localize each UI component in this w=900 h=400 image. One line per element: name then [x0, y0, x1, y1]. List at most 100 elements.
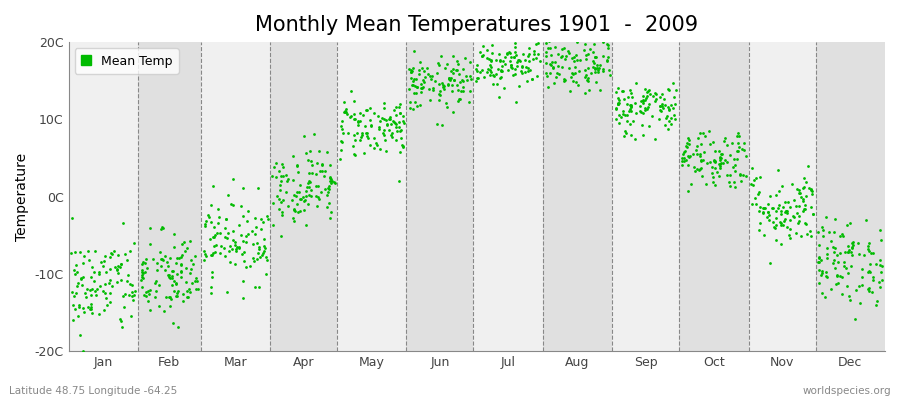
- Point: [611, 100, 625, 107]
- Point: [148, 288, 163, 294]
- Point: [389, 112, 403, 119]
- Point: [251, 250, 266, 256]
- Point: [690, 166, 705, 172]
- Point: [156, 256, 170, 263]
- Point: [105, 251, 120, 257]
- Text: Latitude 48.75 Longitude -64.25: Latitude 48.75 Longitude -64.25: [9, 386, 177, 396]
- Point: [782, 232, 796, 238]
- Point: [505, 64, 519, 71]
- Point: [431, 60, 446, 66]
- Point: [110, 266, 124, 272]
- Point: [311, 183, 326, 189]
- Point: [357, 150, 372, 156]
- Point: [406, 78, 420, 84]
- Point: [616, 133, 631, 139]
- Point: [586, 49, 600, 56]
- Point: [588, 68, 602, 75]
- Point: [555, 52, 570, 59]
- Point: [734, 146, 749, 152]
- Point: [243, 262, 257, 269]
- Point: [103, 254, 117, 260]
- Point: [67, 267, 81, 273]
- Point: [652, 107, 667, 113]
- Point: [798, 178, 813, 185]
- Point: [328, 180, 342, 186]
- Point: [250, 240, 265, 246]
- Point: [634, 122, 649, 128]
- Point: [663, 102, 678, 108]
- Point: [446, 52, 460, 59]
- Point: [389, 124, 403, 130]
- Point: [588, 53, 602, 60]
- Point: [508, 48, 522, 55]
- Point: [713, 161, 727, 168]
- Point: [749, 175, 763, 182]
- Point: [620, 101, 634, 108]
- Point: [544, 62, 559, 68]
- Point: [335, 118, 349, 124]
- Point: [403, 105, 418, 111]
- Point: [825, 259, 840, 266]
- Point: [789, 202, 804, 209]
- Point: [348, 137, 363, 144]
- Point: [778, 208, 793, 214]
- Point: [514, 68, 528, 74]
- Point: [146, 256, 160, 262]
- Point: [752, 208, 767, 214]
- Point: [726, 179, 741, 186]
- Point: [655, 91, 670, 97]
- Point: [450, 67, 464, 73]
- Point: [433, 87, 447, 94]
- Point: [217, 245, 231, 251]
- Point: [565, 78, 580, 84]
- Point: [814, 270, 829, 276]
- Point: [120, 256, 134, 263]
- Point: [662, 118, 676, 124]
- Point: [252, 254, 266, 260]
- Point: [397, 120, 411, 126]
- Point: [601, 45, 616, 51]
- Point: [270, 193, 284, 199]
- Point: [274, 173, 289, 180]
- Point: [321, 182, 336, 189]
- Point: [405, 68, 419, 74]
- Point: [681, 162, 696, 168]
- Point: [762, 260, 777, 266]
- Point: [687, 151, 701, 158]
- Point: [73, 332, 87, 339]
- Point: [602, 72, 616, 79]
- Point: [804, 187, 818, 193]
- Point: [240, 218, 255, 224]
- Point: [257, 248, 272, 254]
- Point: [415, 85, 429, 91]
- Point: [309, 192, 323, 199]
- Point: [814, 224, 829, 230]
- Point: [382, 127, 396, 133]
- Point: [374, 115, 389, 121]
- Point: [183, 288, 197, 295]
- Point: [521, 36, 535, 43]
- Point: [222, 259, 237, 265]
- Point: [338, 109, 352, 115]
- Point: [140, 298, 155, 304]
- Point: [230, 244, 244, 250]
- Point: [752, 226, 766, 233]
- Point: [334, 147, 348, 153]
- Point: [396, 143, 410, 150]
- Point: [732, 140, 746, 146]
- Point: [169, 293, 184, 300]
- Point: [204, 252, 219, 258]
- Point: [806, 210, 820, 217]
- Point: [637, 86, 652, 92]
- Point: [274, 160, 289, 167]
- Point: [71, 304, 86, 310]
- Point: [256, 250, 271, 256]
- Point: [827, 257, 842, 263]
- Point: [508, 24, 523, 30]
- Point: [545, 64, 560, 70]
- Point: [713, 154, 727, 160]
- Point: [377, 105, 392, 112]
- Point: [446, 109, 460, 116]
- Point: [387, 119, 401, 126]
- Point: [666, 80, 680, 86]
